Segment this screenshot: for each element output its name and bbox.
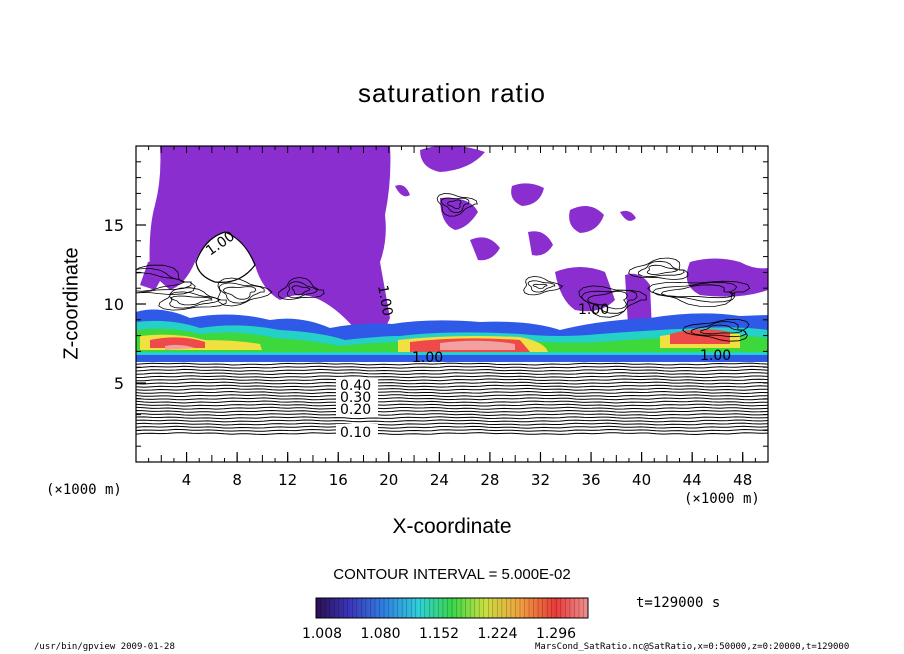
contour-line: [286, 281, 319, 299]
contour-line: [586, 291, 628, 310]
contour-line: [136, 413, 768, 417]
contour-line: [136, 419, 768, 423]
y-tick-label: 15: [104, 216, 124, 235]
contour-line: [136, 390, 768, 395]
x-axis-unit-right: (×1000 m): [684, 491, 760, 507]
contour-line: [136, 375, 768, 379]
contour-line: [682, 319, 750, 342]
contour-line: [690, 321, 747, 338]
contour-line: [136, 428, 768, 432]
contour-line: [136, 400, 768, 404]
contour-line: [651, 281, 738, 303]
contour-line: [222, 286, 257, 300]
x-axis-unit-left: (×1000 m): [46, 482, 122, 498]
colorbar: 1.008 1.080 1.152 1.224 1.296: [302, 597, 589, 642]
y-axis: 5 10 15: [104, 145, 768, 463]
colorbar-tick-label: 1.296: [536, 626, 576, 642]
contour-line: [647, 280, 751, 307]
contour-line: [638, 260, 685, 278]
contour-line: [136, 425, 768, 429]
chart-title: saturation ratio: [358, 78, 546, 108]
contour-line: [278, 277, 325, 301]
contour-line: [136, 378, 768, 382]
contour-line: [136, 372, 768, 376]
contour-line: [700, 324, 743, 335]
x-tick-label: 32: [531, 471, 550, 489]
x-tick-label: 4: [182, 471, 192, 489]
contour-line: [136, 267, 192, 294]
x-axis: 4 8 12 16 20 24 28 32 36 40 44 48: [135, 146, 769, 489]
plot-area: 0.10 0.20 0.30 0.40 1.00 1.00 1.00 1.00 …: [136, 146, 768, 441]
contour-line: [136, 397, 768, 401]
colorbar-tick-label: 1.224: [477, 626, 517, 642]
colorbar-tick-label: 1.152: [419, 626, 459, 642]
contour-line: [291, 285, 311, 296]
contour-line: [136, 387, 768, 391]
footer-source: MarsCond_SatRatio.nc@SatRatio,x=0:50000,…: [535, 642, 850, 652]
colorbar-tick-label: 1.080: [360, 626, 400, 642]
contour-line: [440, 197, 470, 214]
contour-line: [158, 287, 227, 311]
colorbar-tick-label: 1.008: [302, 626, 342, 642]
contour-line: [660, 284, 735, 299]
contour-line: [136, 422, 768, 426]
saturated-region: [140, 146, 768, 340]
contour-line: [436, 193, 478, 217]
x-tick-label: 40: [632, 471, 651, 489]
x-tick-label: 24: [430, 471, 449, 489]
x-tick-label: 36: [581, 471, 600, 489]
contour-label-1.00-c: 1.00: [578, 302, 609, 318]
contour-lines: [136, 193, 768, 436]
contour-line: [136, 403, 768, 407]
contour-line: [136, 409, 768, 413]
contour-line: [523, 275, 564, 296]
contour-line: [527, 280, 556, 293]
condensation-band: [136, 309, 768, 362]
contour-line: [169, 291, 221, 309]
contour-line: [136, 368, 768, 372]
contour-label-1.00-band: 1.00: [412, 350, 443, 366]
contour-line: [136, 394, 768, 398]
contour-line: [170, 295, 213, 306]
contour-interval: CONTOUR INTERVAL = 5.000E-02: [333, 566, 571, 583]
contour-line: [628, 257, 689, 281]
contour-line: [136, 416, 768, 420]
x-axis-label: X-coordinate: [392, 515, 512, 538]
contour-line: [195, 231, 256, 283]
x-tick-label: 16: [329, 471, 348, 489]
contour-label-1.00-d: 1.00: [700, 348, 731, 364]
y-axis-label: Z-coordinate: [60, 247, 83, 360]
contour-label-0.30: 0.30: [340, 390, 371, 406]
x-tick-label: 44: [683, 471, 702, 489]
contour-line: [581, 289, 638, 314]
footer-program: /usr/bin/gpview 2009-01-28: [34, 642, 175, 652]
contour-label-0.40: 0.40: [340, 378, 371, 394]
contour-line: [646, 264, 679, 275]
x-tick-label: 20: [379, 471, 398, 489]
x-tick-label: 28: [480, 471, 499, 489]
x-tick-label: 48: [733, 471, 752, 489]
x-tick-label: 8: [232, 471, 242, 489]
contour-line: [532, 283, 548, 289]
contour-line: [136, 384, 768, 388]
contour-label-0.10: 0.10: [340, 425, 371, 441]
contour-line: [136, 362, 768, 366]
x-tick-label: 12: [278, 471, 297, 489]
contour-line: [136, 406, 768, 410]
contour-line: [136, 432, 768, 436]
contour-line: [218, 282, 265, 304]
contour-line: [136, 264, 196, 296]
colorbar-ticks: 1.008 1.080 1.152 1.224 1.296: [302, 598, 589, 642]
y-tick-label: 5: [114, 374, 124, 393]
contour-line: [447, 199, 462, 210]
contour-line: [136, 381, 768, 385]
contour-label-0.20: 0.20: [340, 402, 371, 418]
y-tick-label: 10: [104, 295, 124, 314]
contour-line: [136, 272, 186, 292]
time-label: t=129000 s: [636, 595, 721, 611]
contour-line: [217, 277, 273, 307]
contour-line: [136, 365, 768, 369]
contour-label-1.00-b: 1.00: [374, 284, 395, 317]
